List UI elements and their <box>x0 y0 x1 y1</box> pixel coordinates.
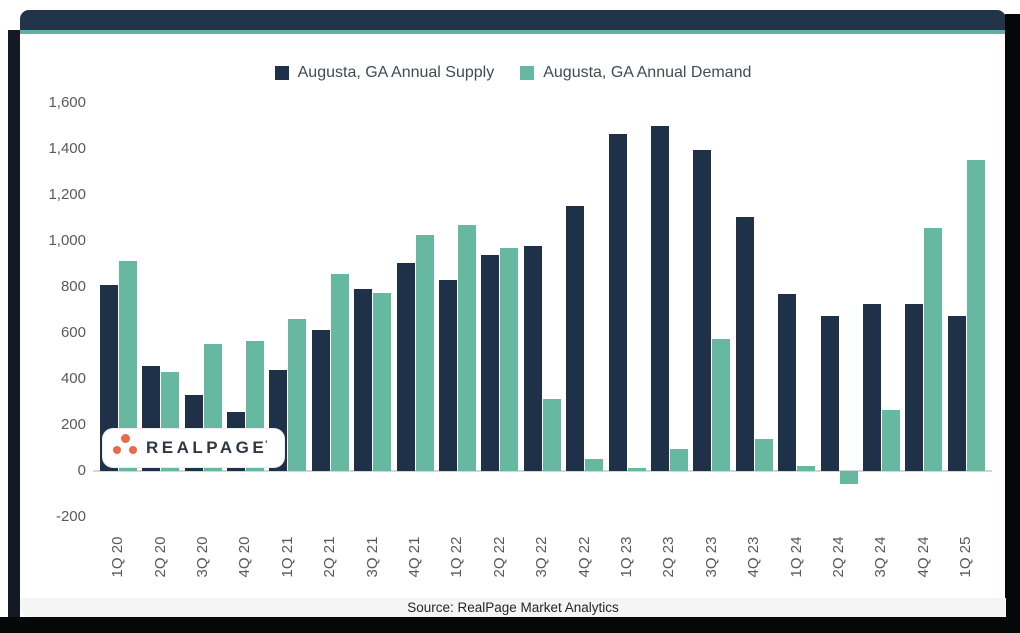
bar-supply-2q-22 <box>481 255 499 471</box>
y-tick-200: 200 <box>60 416 86 433</box>
bar-supply-1q-22 <box>439 280 457 471</box>
frame-border-left <box>8 30 20 633</box>
bar-supply-3q-21 <box>354 289 372 471</box>
x-label-1q-20: 1Q 20 <box>109 536 126 578</box>
y-tick-1400: 1,400 <box>48 140 86 157</box>
bar-supply-2q-21 <box>312 330 330 471</box>
bar-demand-3q-21 <box>373 293 391 471</box>
bar-supply-1q-24 <box>778 294 796 471</box>
bar-demand-4q-23 <box>755 439 773 471</box>
bar-demand-3q-23 <box>712 339 730 471</box>
bar-demand-1q-25 <box>967 160 985 471</box>
x-label-1q-21: 1Q 21 <box>279 536 296 578</box>
realpage-logo: REALPAGE ' <box>103 429 284 467</box>
x-label-1q-23: 1Q 23 <box>618 536 635 578</box>
x-label-3q-20: 3Q 20 <box>194 536 211 578</box>
frame-border-right <box>1005 14 1020 633</box>
x-axis-baseline <box>93 470 992 472</box>
logo-trademark: ' <box>265 439 268 449</box>
y-tick--200: -200 <box>55 508 86 525</box>
logo-text: REALPAGE <box>146 438 268 457</box>
bar-demand-3q-24 <box>882 410 900 471</box>
x-label-4q-23: 4Q 23 <box>745 536 762 578</box>
bar-supply-1q-23 <box>609 134 627 471</box>
x-label-2q-23: 2Q 23 <box>660 536 677 578</box>
bar-supply-4q-22 <box>566 206 584 471</box>
frame-border-bottom <box>0 617 1020 633</box>
x-label-1q-25: 1Q 25 <box>957 536 974 578</box>
x-label-4q-24: 4Q 24 <box>915 536 932 578</box>
x-label-1q-24: 1Q 24 <box>788 536 805 578</box>
x-label-2q-24: 2Q 24 <box>830 536 847 578</box>
bar-demand-1q-22 <box>458 225 476 471</box>
legend-label-supply: Augusta, GA Annual Supply <box>297 64 495 81</box>
x-label-3q-22: 3Q 22 <box>533 536 550 578</box>
bar-demand-4q-21 <box>416 235 434 471</box>
logo-dot-icon <box>121 434 130 443</box>
bar-supply-2q-23 <box>651 126 669 471</box>
x-label-2q-20: 2Q 20 <box>152 536 169 578</box>
x-label-4q-22: 4Q 22 <box>576 536 593 578</box>
window-header-bar <box>20 10 1006 30</box>
bar-supply-1q-25 <box>948 316 966 471</box>
x-label-3q-24: 3Q 24 <box>872 536 889 578</box>
y-tick-0: 0 <box>77 462 86 479</box>
y-tick-1200: 1,200 <box>48 186 86 203</box>
source-text: Source: RealPage Market Analytics <box>407 600 619 615</box>
bar-demand-2q-23 <box>670 449 688 471</box>
bar-supply-3q-24 <box>863 304 881 471</box>
bar-demand-1q-23 <box>628 468 646 471</box>
bar-demand-2q-24 <box>840 471 858 484</box>
bar-supply-2q-24 <box>821 316 839 471</box>
x-label-3q-23: 3Q 23 <box>703 536 720 578</box>
legend-item-demand: Augusta, GA Annual Demand <box>520 64 751 82</box>
y-tick-1600: 1,600 <box>48 94 86 111</box>
logo-dot-icon <box>113 446 121 454</box>
legend-item-supply: Augusta, GA Annual Supply <box>274 64 495 82</box>
x-label-2q-22: 2Q 22 <box>491 536 508 578</box>
bar-demand-4q-22 <box>585 459 603 471</box>
bar-demand-3q-22 <box>543 399 561 471</box>
x-label-4q-21: 4Q 21 <box>406 536 423 578</box>
bar-demand-2q-21 <box>331 274 349 471</box>
bar-supply-3q-22 <box>524 246 542 471</box>
y-tick-800: 800 <box>60 278 86 295</box>
bar-supply-4q-21 <box>397 263 415 471</box>
y-tick-1000: 1,000 <box>48 232 86 249</box>
x-label-1q-22: 1Q 22 <box>448 536 465 578</box>
y-tick-400: 400 <box>60 370 86 387</box>
legend-swatch-supply-icon <box>274 66 289 80</box>
bar-demand-1q-21 <box>288 319 306 471</box>
legend-label-demand: Augusta, GA Annual Demand <box>543 64 752 81</box>
bar-supply-1q-20 <box>100 285 118 471</box>
y-tick-600: 600 <box>60 324 86 341</box>
x-label-2q-21: 2Q 21 <box>321 536 338 578</box>
x-label-4q-20: 4Q 20 <box>236 536 253 578</box>
source-band: Source: RealPage Market Analytics <box>20 598 1006 617</box>
bar-demand-2q-22 <box>500 248 518 471</box>
logo-dot-icon <box>129 446 137 454</box>
x-label-3q-21: 3Q 21 <box>364 536 381 578</box>
legend-swatch-demand-icon <box>520 66 535 80</box>
bar-supply-4q-23 <box>736 217 754 471</box>
bar-demand-1q-24 <box>797 466 815 471</box>
bar-demand-4q-24 <box>924 228 942 471</box>
teal-accent-line <box>18 30 1006 34</box>
legend: Augusta, GA Annual Supply Augusta, GA An… <box>20 60 1006 86</box>
bar-supply-3q-23 <box>693 150 711 471</box>
bar-supply-4q-24 <box>905 304 923 471</box>
bar-demand-1q-20 <box>119 261 137 471</box>
